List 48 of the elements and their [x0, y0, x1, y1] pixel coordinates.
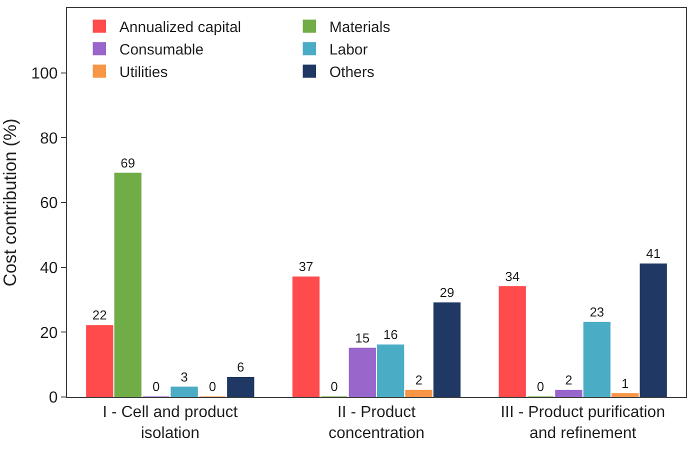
x-tick-label: II - Product concentration — [328, 404, 425, 442]
data-label: 41 — [646, 246, 661, 262]
bar — [433, 302, 461, 397]
data-label: 37 — [298, 259, 314, 274]
bar — [498, 286, 526, 397]
data-label: 29 — [440, 284, 454, 300]
bar — [555, 390, 582, 397]
data-label: 22 — [92, 308, 107, 323]
data-label: 0 — [536, 379, 544, 394]
bar — [292, 276, 320, 397]
data-label: 6 — [237, 360, 244, 375]
y-tick-label: 80 — [40, 130, 58, 148]
bar — [377, 344, 404, 397]
bar — [405, 390, 432, 397]
bar — [612, 393, 639, 397]
bar — [227, 376, 254, 397]
data-label: 0 — [208, 379, 216, 394]
data-label: 23 — [590, 304, 604, 320]
bar — [170, 386, 198, 397]
bar — [348, 348, 376, 397]
legend-label: Others — [329, 64, 374, 82]
data-label: 69 — [120, 155, 136, 170]
data-label: 1 — [622, 376, 629, 391]
bar — [583, 322, 610, 397]
data-label: 0 — [152, 379, 160, 394]
legend-label: Annualized capital — [119, 19, 242, 36]
y-axis-title: Cost contribution (%) — [0, 118, 20, 287]
data-label: 2 — [415, 372, 422, 388]
x-tick-label: I - Cell and product isolation — [102, 404, 238, 442]
data-label: 2 — [565, 372, 572, 388]
legend-label: Utilities — [119, 64, 168, 82]
data-label: 15 — [355, 330, 370, 346]
bar — [640, 263, 667, 397]
y-tick-label: 60 — [40, 195, 58, 212]
data-label: 0 — [330, 379, 338, 394]
legend-label: Materials — [329, 19, 390, 36]
legend-label: Labor — [329, 42, 368, 59]
legend-label: Consumable — [119, 42, 204, 59]
y-tick-label: 100 — [31, 65, 58, 82]
y-tick-label: 0 — [48, 390, 58, 407]
data-label: 34 — [505, 268, 520, 284]
x-tick-label: III - Product purification and refinement — [500, 404, 666, 442]
bar — [86, 325, 114, 397]
y-tick-label: 40 — [40, 260, 58, 277]
data-label: 3 — [180, 369, 188, 384]
y-tick-label: 20 — [40, 324, 58, 342]
data-label: 16 — [383, 327, 398, 342]
bar — [114, 172, 142, 397]
